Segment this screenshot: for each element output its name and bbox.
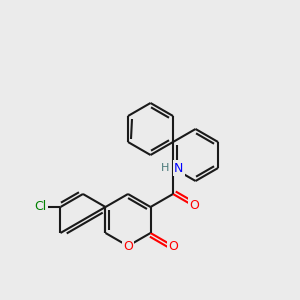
Text: O: O — [123, 239, 133, 253]
Text: O: O — [189, 199, 199, 212]
Text: N: N — [174, 161, 183, 175]
Text: Cl: Cl — [34, 200, 46, 214]
Text: O: O — [168, 239, 178, 253]
Text: H: H — [161, 163, 169, 173]
